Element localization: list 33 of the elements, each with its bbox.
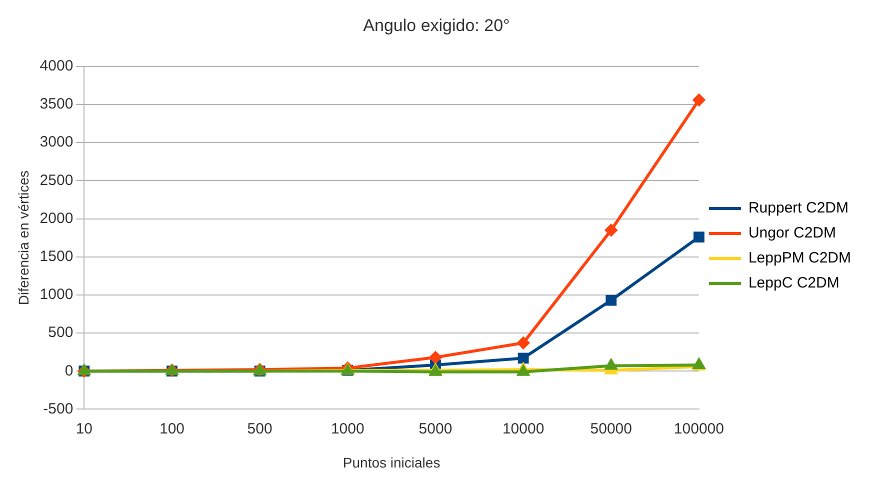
y-tick-label: 4000 [40, 58, 74, 75]
y-tick-label: 500 [48, 324, 74, 342]
x-tick-label: 100000 [674, 420, 724, 438]
x-axis-title: Puntos iniciales [342, 454, 440, 470]
y-tick-label: 1500 [40, 248, 74, 265]
x-tick-label: 50000 [590, 420, 632, 438]
chart-title: Angulo exigido: 20° [363, 16, 510, 35]
y-axis-title: Diferencia en vértices [15, 170, 32, 306]
x-tick-label: 5000 [418, 420, 452, 438]
point [518, 352, 529, 364]
x-tick-label: 1000 [330, 420, 364, 438]
legend-label: LeppC C2DM [748, 274, 840, 292]
point [604, 224, 618, 237]
y-tick-label: 0 [64, 362, 74, 380]
x-tick-label: 100 [159, 420, 185, 438]
point [694, 232, 704, 242]
y-tick-label: 1000 [40, 286, 74, 304]
point [428, 350, 442, 364]
x-tick-label: 10000 [502, 420, 544, 438]
x-tick-label: 10 [76, 420, 93, 438]
y-tick-label: 3500 [40, 96, 74, 113]
legend-label: Ruppert C2DM [748, 200, 849, 217]
legend-label: LeppPM C2DM [748, 250, 852, 267]
x-tick-label: 500 [247, 420, 272, 438]
point [606, 294, 617, 306]
y-tick-label: 2000 [40, 210, 74, 227]
y-tick-label: 3000 [40, 134, 74, 151]
point [692, 93, 706, 106]
y-tick-label: -500 [43, 400, 74, 418]
point [604, 358, 618, 370]
y-tick-label: 2500 [40, 172, 74, 189]
point [516, 336, 530, 350]
legend-label: Ungor C2DM [748, 224, 836, 242]
